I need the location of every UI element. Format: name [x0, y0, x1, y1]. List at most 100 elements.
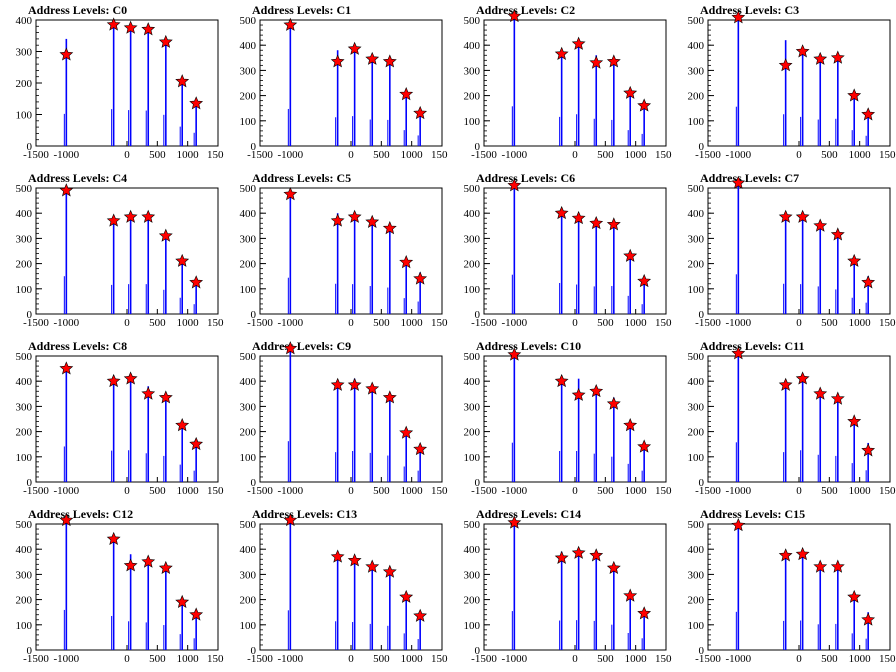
peak-marker — [795, 209, 810, 223]
chart-panel-2: Address Levels: C2 0 100 200 300 400 500 -1500-… — [464, 3, 673, 161]
chart-panel-0: Address Levels: C0 0 100 200 300 400 -1500 -100… — [16, 3, 225, 161]
x-tick-label: 1500 — [655, 653, 672, 665]
y-tick-label: 100 — [16, 110, 33, 122]
chart-panel-11: Address Levels: C11 0 100 200 300 400 500 -1500… — [688, 339, 896, 497]
y-tick-label: 400 — [688, 544, 705, 556]
x-tick-label: 1500 — [879, 653, 896, 665]
peak-marker — [795, 44, 810, 58]
chart-title: Address Levels: C9 — [252, 339, 351, 353]
y-tick-label: 0 — [251, 645, 257, 657]
y-tick-label: 0 — [699, 645, 705, 657]
x-tick-label: 1500 — [655, 149, 672, 161]
peak-marker — [507, 178, 522, 192]
y-tick-label: 200 — [240, 259, 257, 271]
peak-marker — [158, 390, 173, 404]
peak-marker — [382, 564, 397, 578]
peak-marker — [554, 205, 569, 220]
y-tick-label: 100 — [464, 452, 481, 464]
x-tick-label: -1000 — [53, 653, 79, 665]
x-tick-label: -1500 — [695, 485, 721, 497]
chart-title: Address Levels: C7 — [700, 171, 799, 185]
y-tick-label: 300 — [464, 233, 481, 245]
chart-panel-12: Address Levels: C12 0 100 200 300 400 500 -1500… — [16, 507, 225, 665]
peak-marker — [507, 8, 522, 23]
chart-title: Address Levels: C15 — [700, 507, 805, 521]
x-tick-label: -1000 — [725, 149, 751, 161]
x-tick-label: 0 — [124, 149, 130, 161]
x-tick-label: 500 — [597, 317, 614, 329]
peak-marker — [795, 371, 810, 385]
x-tick-label: 1500 — [431, 317, 448, 329]
y-tick-label: 300 — [16, 569, 33, 581]
y-tick-label: 200 — [240, 595, 257, 607]
y-tick-label: 0 — [699, 477, 705, 489]
y-tick-label: 200 — [464, 259, 481, 271]
x-tick-label: -1000 — [277, 485, 303, 497]
plot-frame — [483, 187, 667, 315]
y-tick-label: 300 — [464, 569, 481, 581]
y-tick-label: 100 — [240, 620, 257, 632]
y-tick-label: 500 — [688, 351, 705, 363]
y-tick-label: 400 — [240, 208, 257, 220]
peak-marker — [606, 560, 621, 575]
chart-title: Address Levels: C1 — [252, 3, 351, 17]
peak-marker — [189, 275, 204, 289]
peak-marker — [507, 515, 522, 529]
y-tick-label: 400 — [16, 544, 33, 556]
x-tick-label: 0 — [572, 485, 578, 497]
x-tick-label: 1000 — [625, 653, 648, 665]
y-tick-label: 500 — [16, 351, 33, 363]
y-tick-label: 200 — [464, 595, 481, 607]
x-tick-label: 1000 — [849, 485, 872, 497]
chart-title: Address Levels: C3 — [700, 3, 799, 17]
x-tick-label: 500 — [821, 149, 838, 161]
x-tick-label: 1000 — [177, 653, 200, 665]
peak-marker — [189, 607, 204, 621]
y-tick-label: 400 — [240, 40, 257, 52]
peak-marker — [189, 96, 204, 110]
plot-frame — [35, 19, 219, 147]
y-tick-label: 500 — [464, 15, 481, 27]
y-tick-label: 300 — [688, 65, 705, 77]
x-tick-label: 1500 — [207, 149, 224, 161]
plot-frame — [707, 355, 891, 483]
plot-frame — [483, 355, 667, 483]
chart-panel-14: Address Levels: C14 0 100 200 300 400 500 -1500… — [464, 507, 673, 665]
y-tick-label: 300 — [688, 233, 705, 245]
x-tick-label: 0 — [796, 653, 802, 665]
y-tick-label: 400 — [464, 544, 481, 556]
y-tick-label: 0 — [475, 645, 481, 657]
y-tick-label: 500 — [240, 15, 257, 27]
x-tick-label: 0 — [348, 485, 354, 497]
x-tick-label: 1000 — [625, 149, 648, 161]
chart-panel-3: Address Levels: C3 0 100 200 300 400 500 -1500-… — [688, 3, 896, 161]
peak-marker — [106, 531, 121, 546]
peak-marker — [606, 217, 621, 231]
y-tick-label: 400 — [16, 15, 33, 27]
peak-marker — [731, 10, 746, 24]
peak-marker — [283, 187, 298, 201]
x-tick-label: -1500 — [247, 317, 273, 329]
x-tick-label: 500 — [373, 653, 390, 665]
chart-panel-5: Address Levels: C5 0 100 200 300 400 500 -1500-… — [240, 171, 449, 329]
peak-marker — [399, 589, 414, 603]
y-tick-label: 100 — [464, 284, 481, 296]
x-tick-label: -1000 — [501, 653, 527, 665]
peak-marker — [623, 248, 638, 262]
plot-frame — [707, 19, 891, 147]
peak-marker — [637, 273, 652, 288]
plot-frame — [35, 355, 219, 483]
peak-marker — [399, 425, 414, 439]
peak-marker — [589, 384, 604, 398]
x-tick-label: 1500 — [207, 317, 224, 329]
y-tick-label: 100 — [16, 620, 33, 632]
y-tick-label: 300 — [464, 401, 481, 413]
peak-marker — [637, 98, 652, 112]
x-tick-label: 1000 — [401, 485, 424, 497]
y-tick-label: 100 — [16, 284, 33, 296]
y-tick-label: 400 — [464, 208, 481, 220]
peak-marker — [637, 439, 652, 453]
chart-title: Address Levels: C5 — [252, 171, 351, 185]
peak-marker — [623, 418, 638, 432]
peak-marker — [123, 371, 138, 385]
